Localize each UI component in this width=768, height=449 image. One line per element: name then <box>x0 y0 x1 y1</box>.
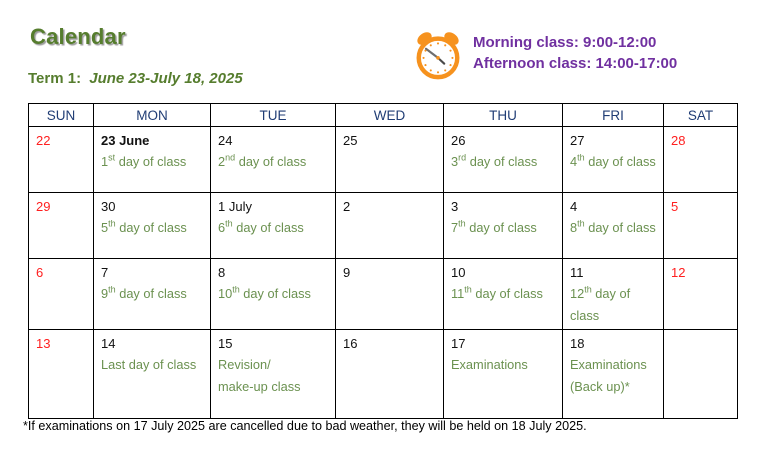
weekday-header: WED <box>335 103 444 127</box>
weekday-header: MON <box>93 103 211 127</box>
note-line: 6th day of class <box>218 218 304 235</box>
calendar-cell: 12 <box>663 258 738 330</box>
note-line: make-up class <box>218 379 301 394</box>
date-number: 9 <box>343 265 351 280</box>
date-number: 5 <box>671 199 679 214</box>
calendar-cell: 8 10th day of class <box>210 258 336 330</box>
calendar-cell: 24 2nd day of class <box>210 126 336 193</box>
calendar-table: SUN MON TUE WED THU FRI SAT 22 23 June 1st day o… <box>28 103 738 419</box>
calendar-cell: 3 7th day of class <box>443 192 563 259</box>
note-line: Examinations <box>451 357 528 372</box>
calendar-cell: 4 8th day of class <box>562 192 664 259</box>
calendar-week-row: 22 23 June 1st day of class 24 2nd day of cl… <box>28 126 738 193</box>
calendar-cell: 2 <box>335 192 444 259</box>
note-line: 12th day of class <box>570 284 631 323</box>
date-number: 2 <box>343 199 351 214</box>
note-line: (Back up)* <box>570 379 630 394</box>
date-number: 7 <box>101 265 109 280</box>
weekday-header: THU <box>443 103 563 127</box>
date-number: 29 <box>36 199 51 214</box>
calendar-cell: 28 <box>663 126 738 193</box>
date-number: 11 <box>570 265 584 280</box>
footnote: *If examinations on 17 July 2025 are can… <box>23 419 587 433</box>
calendar-cell: 14 Last day of class <box>93 329 211 419</box>
weekday-header: TUE <box>210 103 336 127</box>
note-line: 3rd day of class <box>451 152 538 169</box>
calendar-cell: 27 4th day of class <box>562 126 664 193</box>
date-number: 4 <box>570 199 578 214</box>
page-title: Calendar <box>30 24 126 49</box>
note-line: 8th day of class <box>570 218 656 235</box>
date-number: 18 <box>570 336 585 351</box>
note-line: Revision/ <box>218 357 271 372</box>
alarm-clock-icon <box>416 32 460 80</box>
note-line: 4th day of class <box>570 152 656 169</box>
calendar-cell: 7 9th day of class <box>93 258 211 330</box>
calendar-cell: 25 <box>335 126 444 193</box>
term-heading: Term 1: June 23-July 18, 2025 <box>28 70 243 87</box>
calendar-cell: 17 Examinations <box>443 329 563 419</box>
calendar-cell: 29 <box>28 192 94 259</box>
calendar-cell: 6 <box>28 258 94 330</box>
class-times-text: Morning class: 9:00-12:00 Afternoon clas… <box>473 29 677 81</box>
date-number: 16 <box>343 336 358 351</box>
note-line: Examinations <box>570 357 647 372</box>
note-line: 9th day of class <box>101 284 187 301</box>
afternoon-class-time: Afternoon class: 14:00-17:00 <box>473 55 678 72</box>
date-number: 17 <box>451 336 466 351</box>
calendar-cell <box>663 329 738 419</box>
date-number: 6 <box>36 265 44 280</box>
morning-class-time: Morning class: 9:00-12:00 <box>473 34 657 51</box>
calendar-cell: 16 <box>335 329 444 419</box>
weekday-header: FRI <box>562 103 664 127</box>
calendar-cell: 22 <box>28 126 94 193</box>
calendar-week-row: 29 30 5th day of class 1 July 6th day of cla… <box>28 192 738 259</box>
calendar-cell: 23 June 1st day of class <box>93 126 211 193</box>
calendar-week-row: 6 7 9th day of class 8 10th day of class 9 10 1… <box>28 258 738 330</box>
date-number: 26 <box>451 133 466 148</box>
calendar-cell: 30 5th day of class <box>93 192 211 259</box>
date-number: 12 <box>671 265 686 280</box>
class-times-legend: Morning class: 9:00-12:00 Afternoon clas… <box>412 29 677 81</box>
calendar-cell: 1 July 6th day of class <box>210 192 336 259</box>
date-number: 3 <box>451 199 459 214</box>
date-number: 1 July <box>218 199 252 214</box>
date-number: 13 <box>36 336 51 351</box>
term-dates: June 23-July 18, 2025 <box>89 70 243 87</box>
note-line: 5th day of class <box>101 218 187 235</box>
note-line: 11th day of class <box>451 284 543 301</box>
calendar-cell: 11 12th day of class <box>562 258 664 330</box>
weekday-header-row: SUN MON TUE WED THU FRI SAT <box>28 103 738 127</box>
calendar-cell: 13 <box>28 329 94 419</box>
date-number: 28 <box>671 133 686 148</box>
calendar-cell: 5 <box>663 192 738 259</box>
calendar-cell: 15 Revision/make-up class <box>210 329 336 419</box>
date-number: 23 June <box>101 133 150 148</box>
date-number: 8 <box>218 265 226 280</box>
date-number: 15 <box>218 336 233 351</box>
note-line: 1st day of class <box>101 152 187 169</box>
weekday-header: SUN <box>28 103 94 127</box>
date-number: 14 <box>101 336 116 351</box>
calendar-cell: 9 <box>335 258 444 330</box>
date-number: 30 <box>101 199 116 214</box>
note-line: Last day of class <box>101 357 197 372</box>
calendar-cell: 18 Examinations (Back up)* <box>562 329 664 419</box>
calendar-cell: 26 3rd day of class <box>443 126 563 193</box>
date-number: 22 <box>36 133 51 148</box>
date-number: 25 <box>343 133 358 148</box>
date-number: 27 <box>570 133 585 148</box>
calendar-cell: 10 11th day of class <box>443 258 563 330</box>
calendar-week-row: 13 14 Last day of class 15 Revision/make-up … <box>28 329 738 419</box>
note-line: 2nd day of class <box>218 152 307 169</box>
weekday-header: SAT <box>663 103 738 127</box>
note-line: 10th day of class <box>218 284 311 301</box>
term-label: Term 1: <box>28 70 82 87</box>
date-number: 10 <box>451 265 466 280</box>
date-number: 24 <box>218 133 233 148</box>
note-line: 7th day of class <box>451 218 537 235</box>
